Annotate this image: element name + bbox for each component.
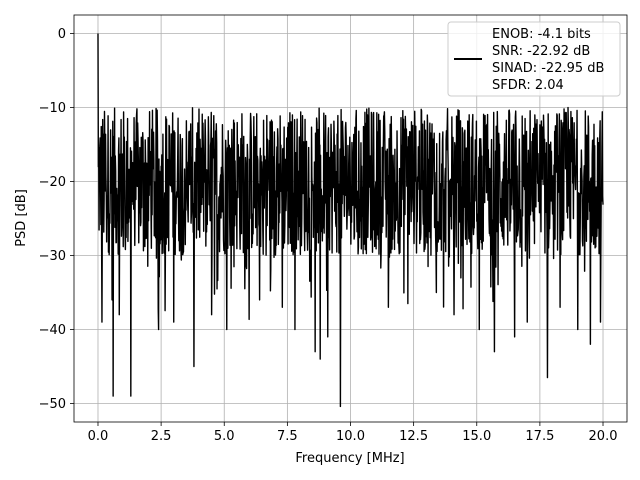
- x-tick-label: 20.0: [589, 429, 618, 444]
- y-tick-label: −40: [39, 323, 66, 338]
- legend-box: [447, 21, 621, 97]
- x-tick-label: 0.0: [88, 429, 109, 444]
- legend-enob: ENOB: -4.1 bits: [492, 27, 591, 42]
- x-tick-label: 2.5: [151, 429, 172, 444]
- legend-sinad: SINAD: -22.95 dB: [492, 61, 604, 76]
- x-axis-label: Frequency [MHz]: [295, 451, 404, 466]
- x-tick-label: 7.5: [277, 429, 298, 444]
- y-tick-label: 0: [58, 27, 66, 42]
- y-tick-label: −50: [39, 397, 66, 412]
- x-tick-label: 17.5: [525, 429, 554, 444]
- series-psd: [97, 33, 604, 408]
- x-tick-label: 15.0: [462, 429, 491, 444]
- y-axis: 0 −10 −20 −30 −40 −50: [39, 27, 74, 412]
- y-tick-label: −30: [39, 249, 66, 264]
- y-axis-label: PSD [dB]: [14, 189, 29, 247]
- x-tick-label: 10.0: [336, 429, 365, 444]
- x-axis: 0.0 2.5 5.0 7.5 10.0 12.5 15.0 17.5 20.0: [88, 422, 618, 444]
- y-tick-label: −20: [39, 175, 66, 190]
- psd-trace: [97, 33, 604, 408]
- legend-snr: SNR: -22.92 dB: [492, 44, 590, 59]
- legend-sfdr: SFDR: 2.04: [492, 78, 564, 93]
- legend: ENOB: -4.1 bits SNR: -22.92 dB SINAD: -2…: [447, 21, 621, 97]
- y-tick-label: −10: [39, 101, 66, 116]
- x-tick-label: 5.0: [214, 429, 235, 444]
- x-tick-label: 12.5: [399, 429, 428, 444]
